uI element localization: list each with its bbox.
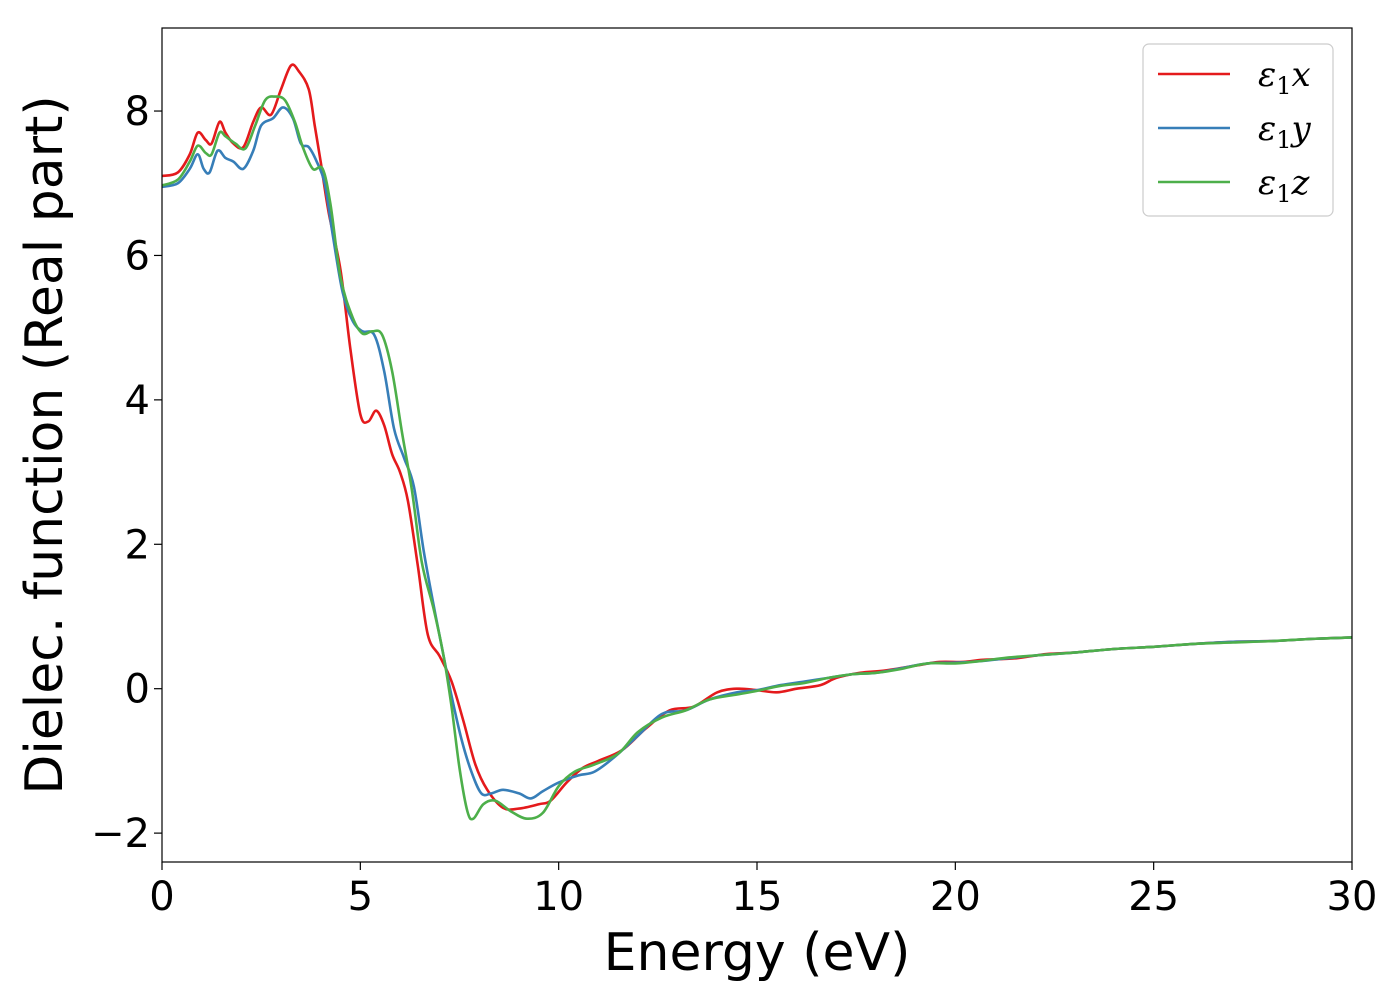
series-line-z [162, 95, 1352, 821]
legend-box [1142, 43, 1334, 217]
x-tick-label: 30 [1327, 874, 1378, 920]
legend-label-z: ε1z [1258, 163, 1311, 208]
x-tick-label: 25 [1128, 874, 1179, 920]
y-tick-label: −2 [91, 811, 150, 857]
y-tick-label: 2 [125, 522, 150, 568]
x-tick-label: 10 [533, 874, 584, 920]
x-axis-title: Energy (eV) [604, 923, 911, 983]
x-tick-label: 15 [732, 874, 783, 920]
x-tick-label: 5 [348, 874, 373, 920]
x-tick-label: 0 [149, 874, 174, 920]
x-axis-ticks: 0 5 10 15 20 25 30 [149, 862, 1377, 920]
legend-label-y: ε1y [1258, 109, 1312, 154]
legend-entries: ε1x ε1y ε1z [1158, 55, 1312, 208]
y-tick-label: 0 [125, 667, 150, 713]
series-lines [162, 63, 1352, 821]
y-axis-title: Dielec. function (Real part) [15, 95, 75, 794]
y-tick-label: 4 [125, 378, 150, 424]
legend: ε1x ε1y ε1z [1142, 43, 1334, 217]
y-tick-label: 6 [125, 233, 150, 279]
y-axis-ticks: −2 0 2 4 6 8 [91, 89, 162, 857]
legend-label-x: ε1x [1258, 55, 1311, 100]
y-tick-label: 8 [125, 89, 150, 135]
x-tick-label: 20 [930, 874, 981, 920]
